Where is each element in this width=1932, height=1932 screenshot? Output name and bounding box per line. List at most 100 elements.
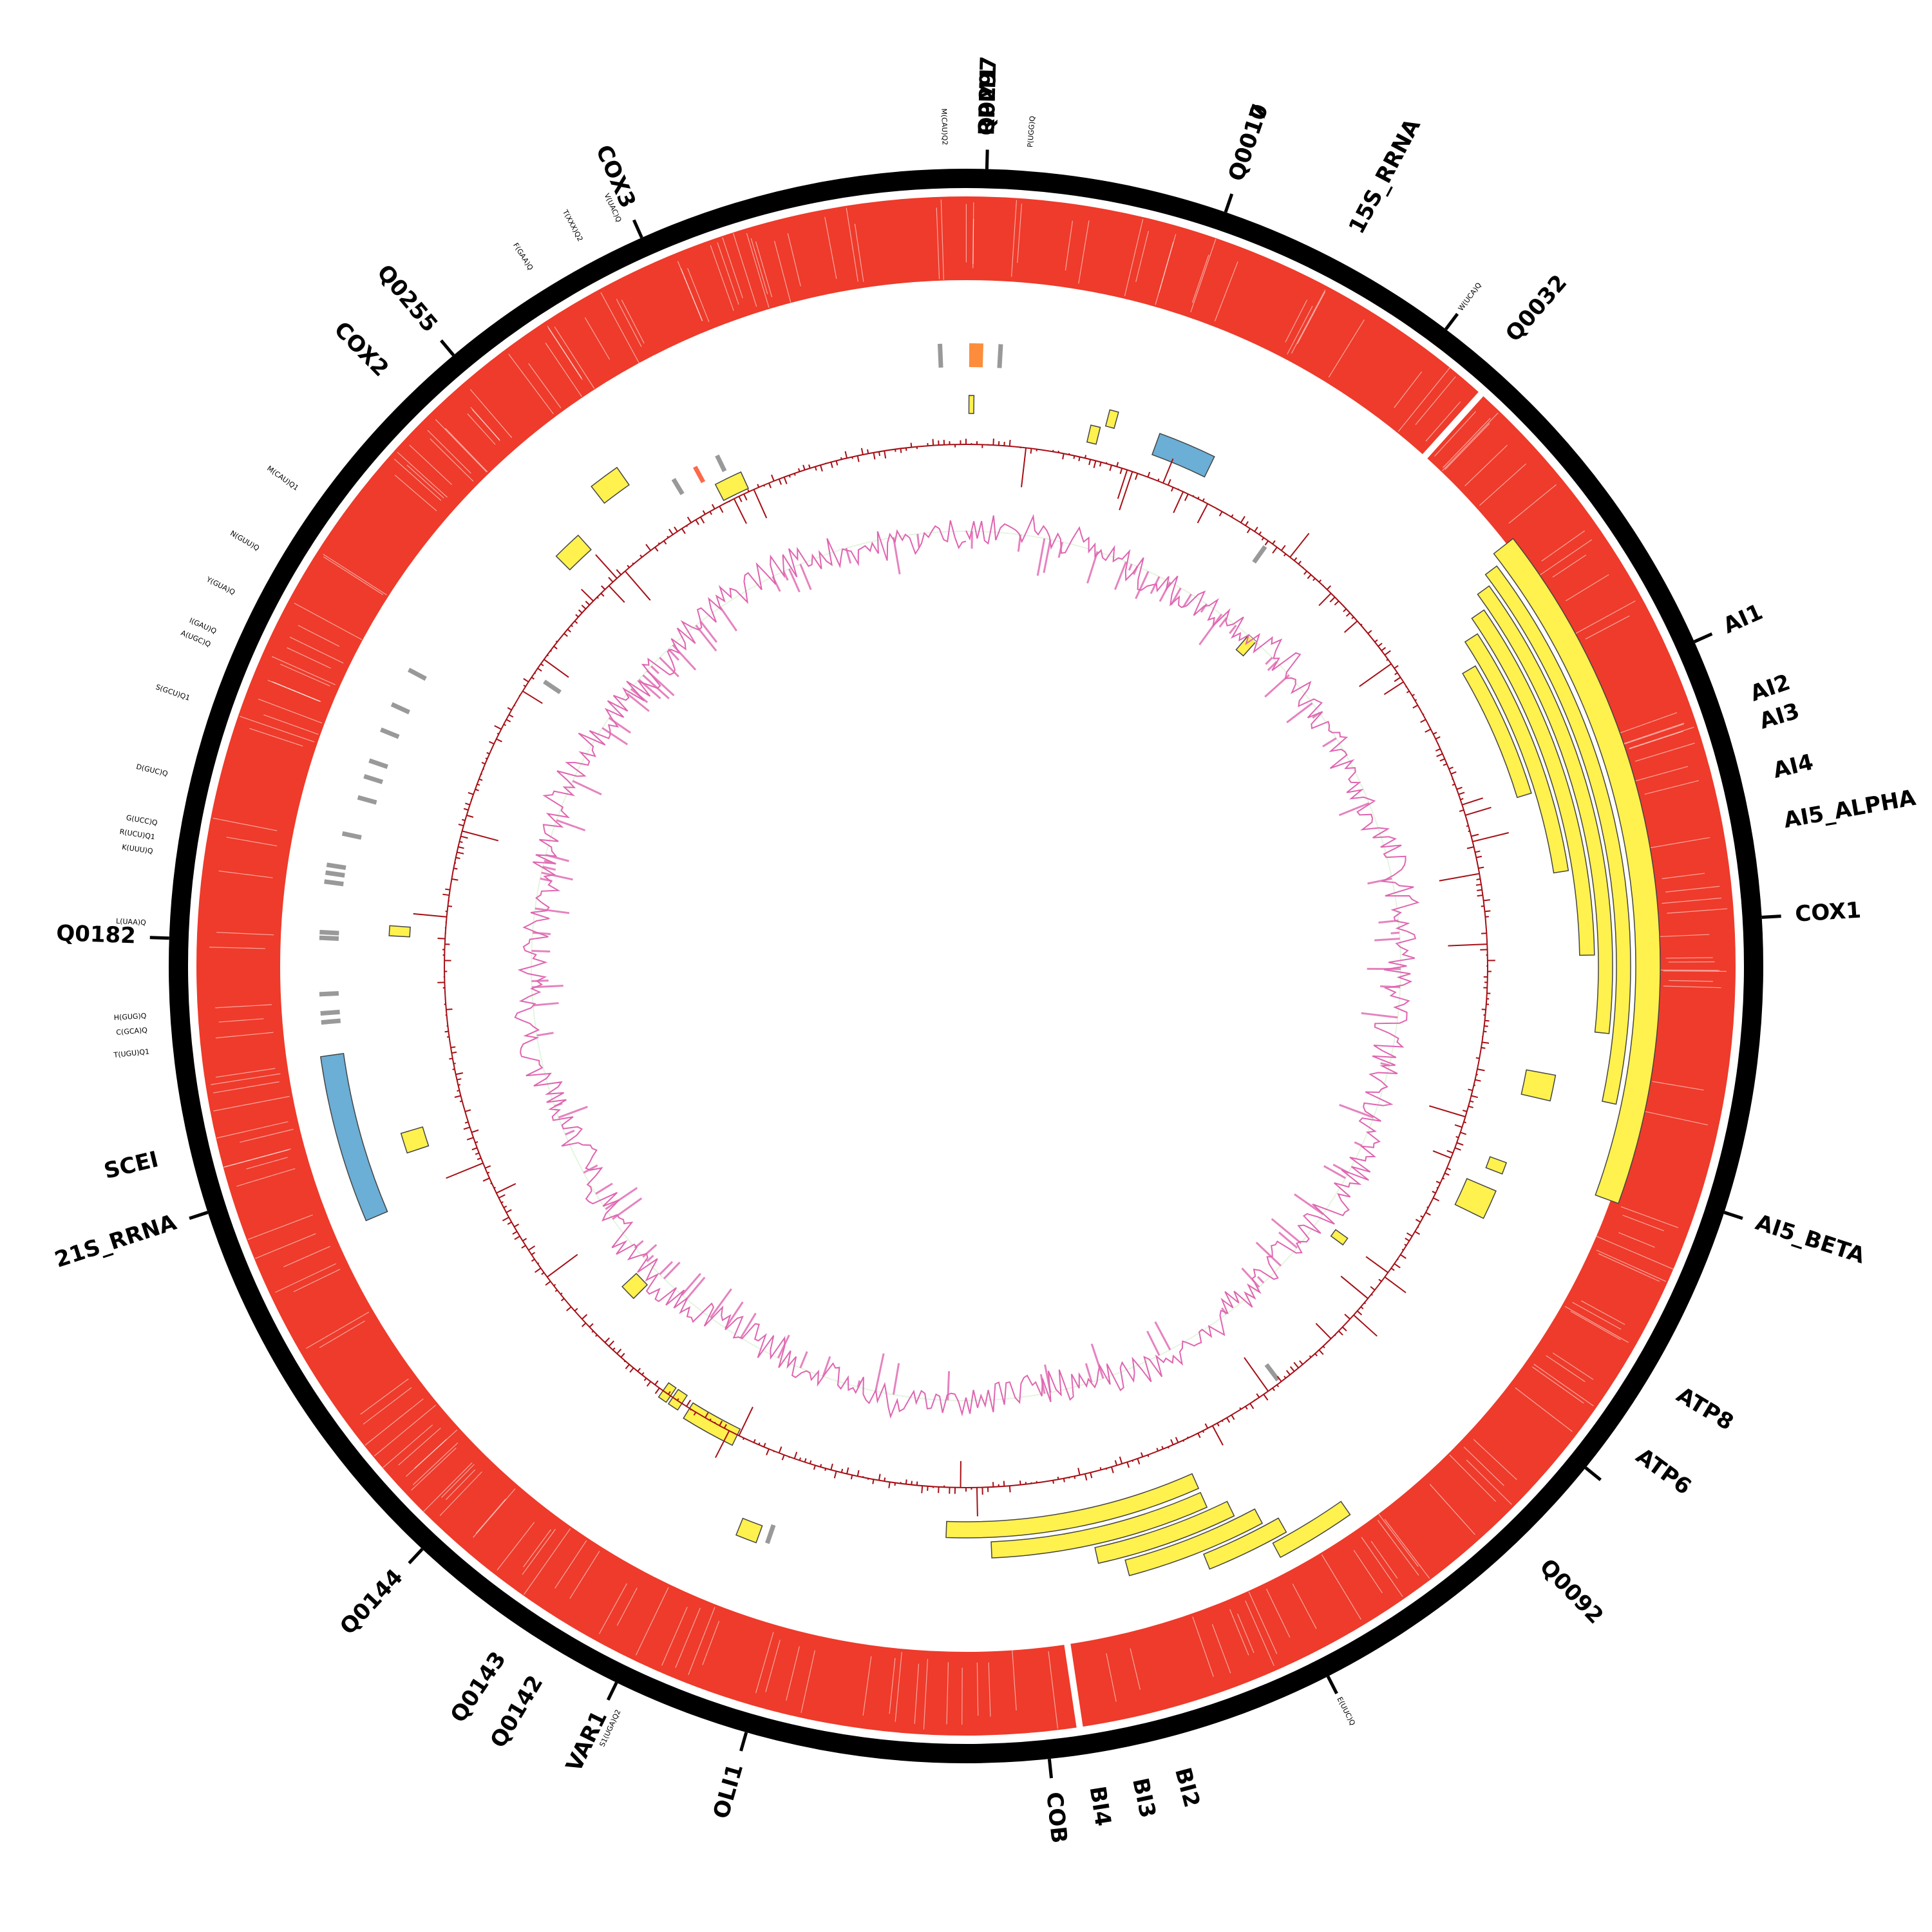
gc-skew-bar <box>496 738 502 743</box>
gc-skew-bar <box>1114 1460 1118 1466</box>
tick-mark <box>1444 312 1459 330</box>
gc-skew-bar <box>1401 1248 1404 1251</box>
trna-feature <box>319 929 339 936</box>
gc-content-bar <box>1323 1165 1346 1179</box>
gc-content-bar <box>892 537 901 574</box>
gc-skew-bar <box>1477 1068 1485 1072</box>
gc-skew-bar <box>1351 616 1354 620</box>
coverage-gap-line <box>1211 1624 1231 1674</box>
gc-skew-bar <box>1343 620 1358 633</box>
gc-content-bar <box>605 1187 638 1210</box>
gc-skew-bar <box>458 824 464 827</box>
gene-label: AI1 <box>1719 599 1766 639</box>
gc-skew-bar <box>866 449 869 454</box>
gc-skew-bar <box>1423 714 1425 715</box>
gc-skew-bar <box>567 629 571 633</box>
gc-skew-bar <box>658 542 660 545</box>
coverage-gap-line <box>750 238 768 294</box>
gc-skew-bar <box>1052 1480 1054 1484</box>
coverage-gap-line <box>547 325 582 379</box>
coverage-gap-line <box>1449 1454 1496 1502</box>
gc-skew-bar <box>1057 1476 1059 1480</box>
coverage-gap-line <box>1662 873 1705 879</box>
gc-skew-bar <box>1074 1476 1076 1479</box>
coverage-gap-line <box>423 1462 473 1512</box>
coverage-gap-line <box>1652 1081 1704 1091</box>
coverage-gap-line <box>522 1529 556 1575</box>
gc-skew-bar <box>1202 498 1205 502</box>
coverage-gap-line <box>702 1620 720 1665</box>
gc-skew-bar <box>738 1406 753 1436</box>
coverage-gap <box>1063 1640 1084 1731</box>
gc-content-bar <box>659 1261 674 1276</box>
coverage-gap <box>1420 389 1486 461</box>
gene-feature <box>735 1517 763 1544</box>
gc-content-bar <box>667 648 679 661</box>
gc-skew-bar <box>489 741 495 745</box>
gc-skew-bar <box>1088 459 1092 466</box>
gc-skew-bar <box>1263 1394 1269 1401</box>
tick-mark <box>1723 1211 1743 1220</box>
gc-skew-bar <box>1484 1025 1488 1027</box>
gc-skew-bar <box>639 554 643 558</box>
gc-content-bar <box>777 1334 790 1359</box>
gc-skew-bar <box>475 1152 480 1155</box>
gc-skew-bar <box>620 1352 625 1358</box>
gc-skew-bar <box>468 791 474 795</box>
gc-skew-bar <box>1475 850 1481 853</box>
coverage-gap-line <box>524 1528 571 1595</box>
gene-label: OLI1 <box>708 1761 748 1822</box>
trna-label: W(UCA)Q <box>1457 281 1484 312</box>
coverage-gap-line <box>226 837 278 847</box>
gc-skew-bar <box>540 663 544 667</box>
gc-skew-bar <box>1334 600 1340 606</box>
gc-skew-bar <box>1367 630 1372 634</box>
coverage-gap-line <box>1618 1232 1655 1248</box>
gc-skew-bar <box>1116 462 1119 467</box>
coverage-gap-line <box>1287 306 1313 355</box>
gc-skew-bar <box>596 596 599 599</box>
coverage-gap-line <box>940 199 944 280</box>
gc-skew-bar <box>453 867 458 870</box>
gc-skew-bar <box>809 1460 812 1464</box>
coverage-gap-line <box>215 1004 272 1009</box>
gc-skew-bar <box>1217 1423 1220 1426</box>
gc-content-bar <box>1294 1193 1324 1215</box>
coverage-gap-line <box>1546 1355 1586 1383</box>
coverage-gap-line <box>765 1640 781 1692</box>
gc-skew-bar <box>535 1267 542 1273</box>
gc-skew-bar <box>471 1129 479 1133</box>
coverage-gap-line <box>213 817 278 831</box>
gc-skew-bar <box>1448 766 1454 770</box>
gc-skew-bar <box>1378 1278 1382 1282</box>
coverage-gap-line <box>1377 1520 1419 1576</box>
coverage-gap-line <box>1552 1352 1594 1380</box>
coverage-gap-line <box>1622 1215 1664 1231</box>
gc-skew-bar <box>1456 786 1463 790</box>
gc-skew-bar <box>1344 1314 1350 1320</box>
coverage-gap-line <box>616 1587 638 1626</box>
gene-label: ATP8 <box>1672 1382 1738 1435</box>
gc-skew-bar <box>452 1068 455 1070</box>
gc-content-bar <box>663 1262 681 1280</box>
gc-content-bar <box>541 871 573 881</box>
gc-skew-bar <box>1182 1440 1185 1442</box>
coverage-gap-line <box>722 237 743 298</box>
gene-label: Q0092 <box>1535 1554 1609 1629</box>
coverage-gap-line <box>1634 743 1695 762</box>
gc-skew-bar <box>1476 855 1482 858</box>
rrna-feature <box>1151 433 1215 478</box>
gene-label: COX1 <box>1794 898 1862 927</box>
coverage-gap-line <box>445 428 488 472</box>
gc-skew-bar <box>616 1349 622 1354</box>
gc-content-bar <box>1278 1231 1298 1249</box>
gc-skew-bar <box>1481 933 1487 934</box>
gc-skew-bar <box>463 1126 470 1130</box>
gc-content-bar <box>710 1288 732 1318</box>
gene-label: SCEI <box>102 1146 161 1184</box>
tick-mark <box>1224 193 1234 213</box>
gc-skew-bar <box>1305 1359 1308 1361</box>
gc-content-track <box>514 514 1420 1419</box>
coverage-gap-line <box>569 1551 600 1599</box>
